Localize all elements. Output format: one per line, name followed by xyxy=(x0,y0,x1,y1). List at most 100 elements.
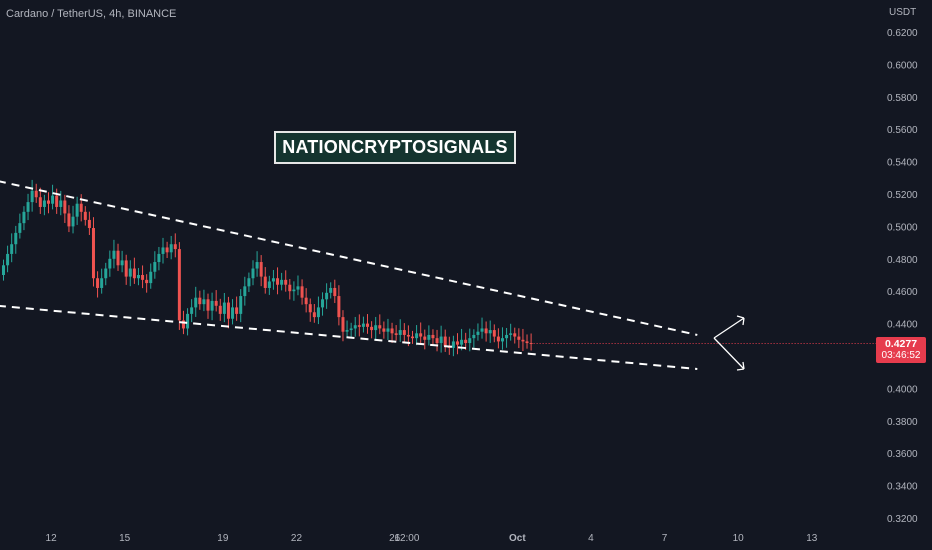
candle xyxy=(6,245,10,273)
candle xyxy=(169,235,173,260)
candle xyxy=(22,206,26,231)
candle xyxy=(325,283,329,309)
candle xyxy=(402,323,406,344)
candle xyxy=(198,290,202,310)
candle xyxy=(173,233,177,258)
candle xyxy=(345,320,349,338)
candle xyxy=(271,269,275,290)
candle xyxy=(374,316,378,340)
candle xyxy=(431,329,435,346)
candle xyxy=(108,250,112,277)
candle xyxy=(202,289,206,312)
candle xyxy=(112,239,116,269)
candle xyxy=(10,233,14,263)
candle xyxy=(288,279,292,300)
y-tick-label: 0.3600 xyxy=(887,449,918,460)
candle xyxy=(435,329,439,352)
candle xyxy=(124,254,128,285)
candle xyxy=(316,296,320,325)
candle xyxy=(243,276,247,306)
candle xyxy=(329,282,333,299)
trendline-lower[interactable] xyxy=(0,304,698,370)
candle xyxy=(91,217,95,287)
candle xyxy=(521,328,525,351)
candle xyxy=(26,193,30,221)
projection-arrows xyxy=(713,315,745,371)
candle xyxy=(222,292,226,323)
candle xyxy=(251,260,255,286)
candle xyxy=(386,318,390,340)
candle xyxy=(116,243,120,271)
candle xyxy=(488,320,492,343)
candle xyxy=(63,194,67,223)
current-price-badge: 0.4277 03:46:52 xyxy=(876,337,926,363)
candle xyxy=(206,293,210,319)
candle xyxy=(423,329,427,350)
candle xyxy=(214,290,218,312)
candle xyxy=(361,316,365,333)
candle xyxy=(439,325,443,353)
candle xyxy=(427,325,431,346)
y-tick-label: 0.4400 xyxy=(887,320,918,331)
candle xyxy=(500,327,504,350)
candle xyxy=(472,329,476,348)
candle xyxy=(509,323,513,341)
candle xyxy=(14,225,18,254)
candle xyxy=(341,310,345,342)
candle xyxy=(476,323,480,341)
candle xyxy=(366,314,370,334)
candle xyxy=(468,328,472,352)
candle xyxy=(83,206,87,226)
candle xyxy=(276,267,280,295)
candle xyxy=(165,241,169,258)
candle xyxy=(312,303,316,323)
candle xyxy=(394,325,398,341)
candle xyxy=(239,289,243,323)
y-tick-label: 0.6200 xyxy=(887,28,918,39)
candle xyxy=(42,194,46,216)
candle-countdown: 03:46:52 xyxy=(881,350,921,361)
x-tick-label: Oct xyxy=(509,533,526,544)
y-tick-label: 0.4000 xyxy=(887,384,918,395)
x-tick-label: 12:00 xyxy=(394,533,419,544)
candle xyxy=(136,268,140,286)
candle xyxy=(157,246,161,271)
trendline-upper[interactable] xyxy=(0,180,698,336)
candle xyxy=(100,268,104,294)
candle xyxy=(210,292,214,321)
y-tick-label: 0.3400 xyxy=(887,482,918,493)
candle xyxy=(226,296,230,329)
candle xyxy=(235,296,239,321)
candle xyxy=(321,292,325,316)
candle xyxy=(505,327,509,348)
x-tick-label: 22 xyxy=(291,533,303,544)
candle xyxy=(55,188,59,214)
candle xyxy=(186,308,190,336)
candle xyxy=(357,314,361,337)
candle xyxy=(59,190,63,216)
symbol-title: Cardano / TetherUS, 4h, BINANCE xyxy=(6,8,177,20)
trendlines-layer xyxy=(0,180,876,370)
y-tick-label: 0.3200 xyxy=(887,514,918,525)
candle xyxy=(284,270,288,292)
axis-unit: USDT xyxy=(889,7,916,18)
y-tick-label: 0.5400 xyxy=(887,158,918,169)
candle xyxy=(132,257,136,284)
candle xyxy=(255,251,259,277)
candle xyxy=(415,325,419,346)
x-tick-label: 26 xyxy=(389,533,401,544)
candle xyxy=(30,179,34,212)
candle xyxy=(529,333,533,351)
candle xyxy=(71,205,75,234)
y-tick-label: 0.4800 xyxy=(887,255,918,266)
candle xyxy=(153,251,157,279)
candle xyxy=(390,322,394,343)
candle xyxy=(67,205,71,233)
candle xyxy=(141,265,145,289)
x-tick-label: 10 xyxy=(733,533,745,544)
candle xyxy=(525,334,529,349)
candle xyxy=(194,286,198,317)
x-tick-label: 15 xyxy=(119,533,131,544)
